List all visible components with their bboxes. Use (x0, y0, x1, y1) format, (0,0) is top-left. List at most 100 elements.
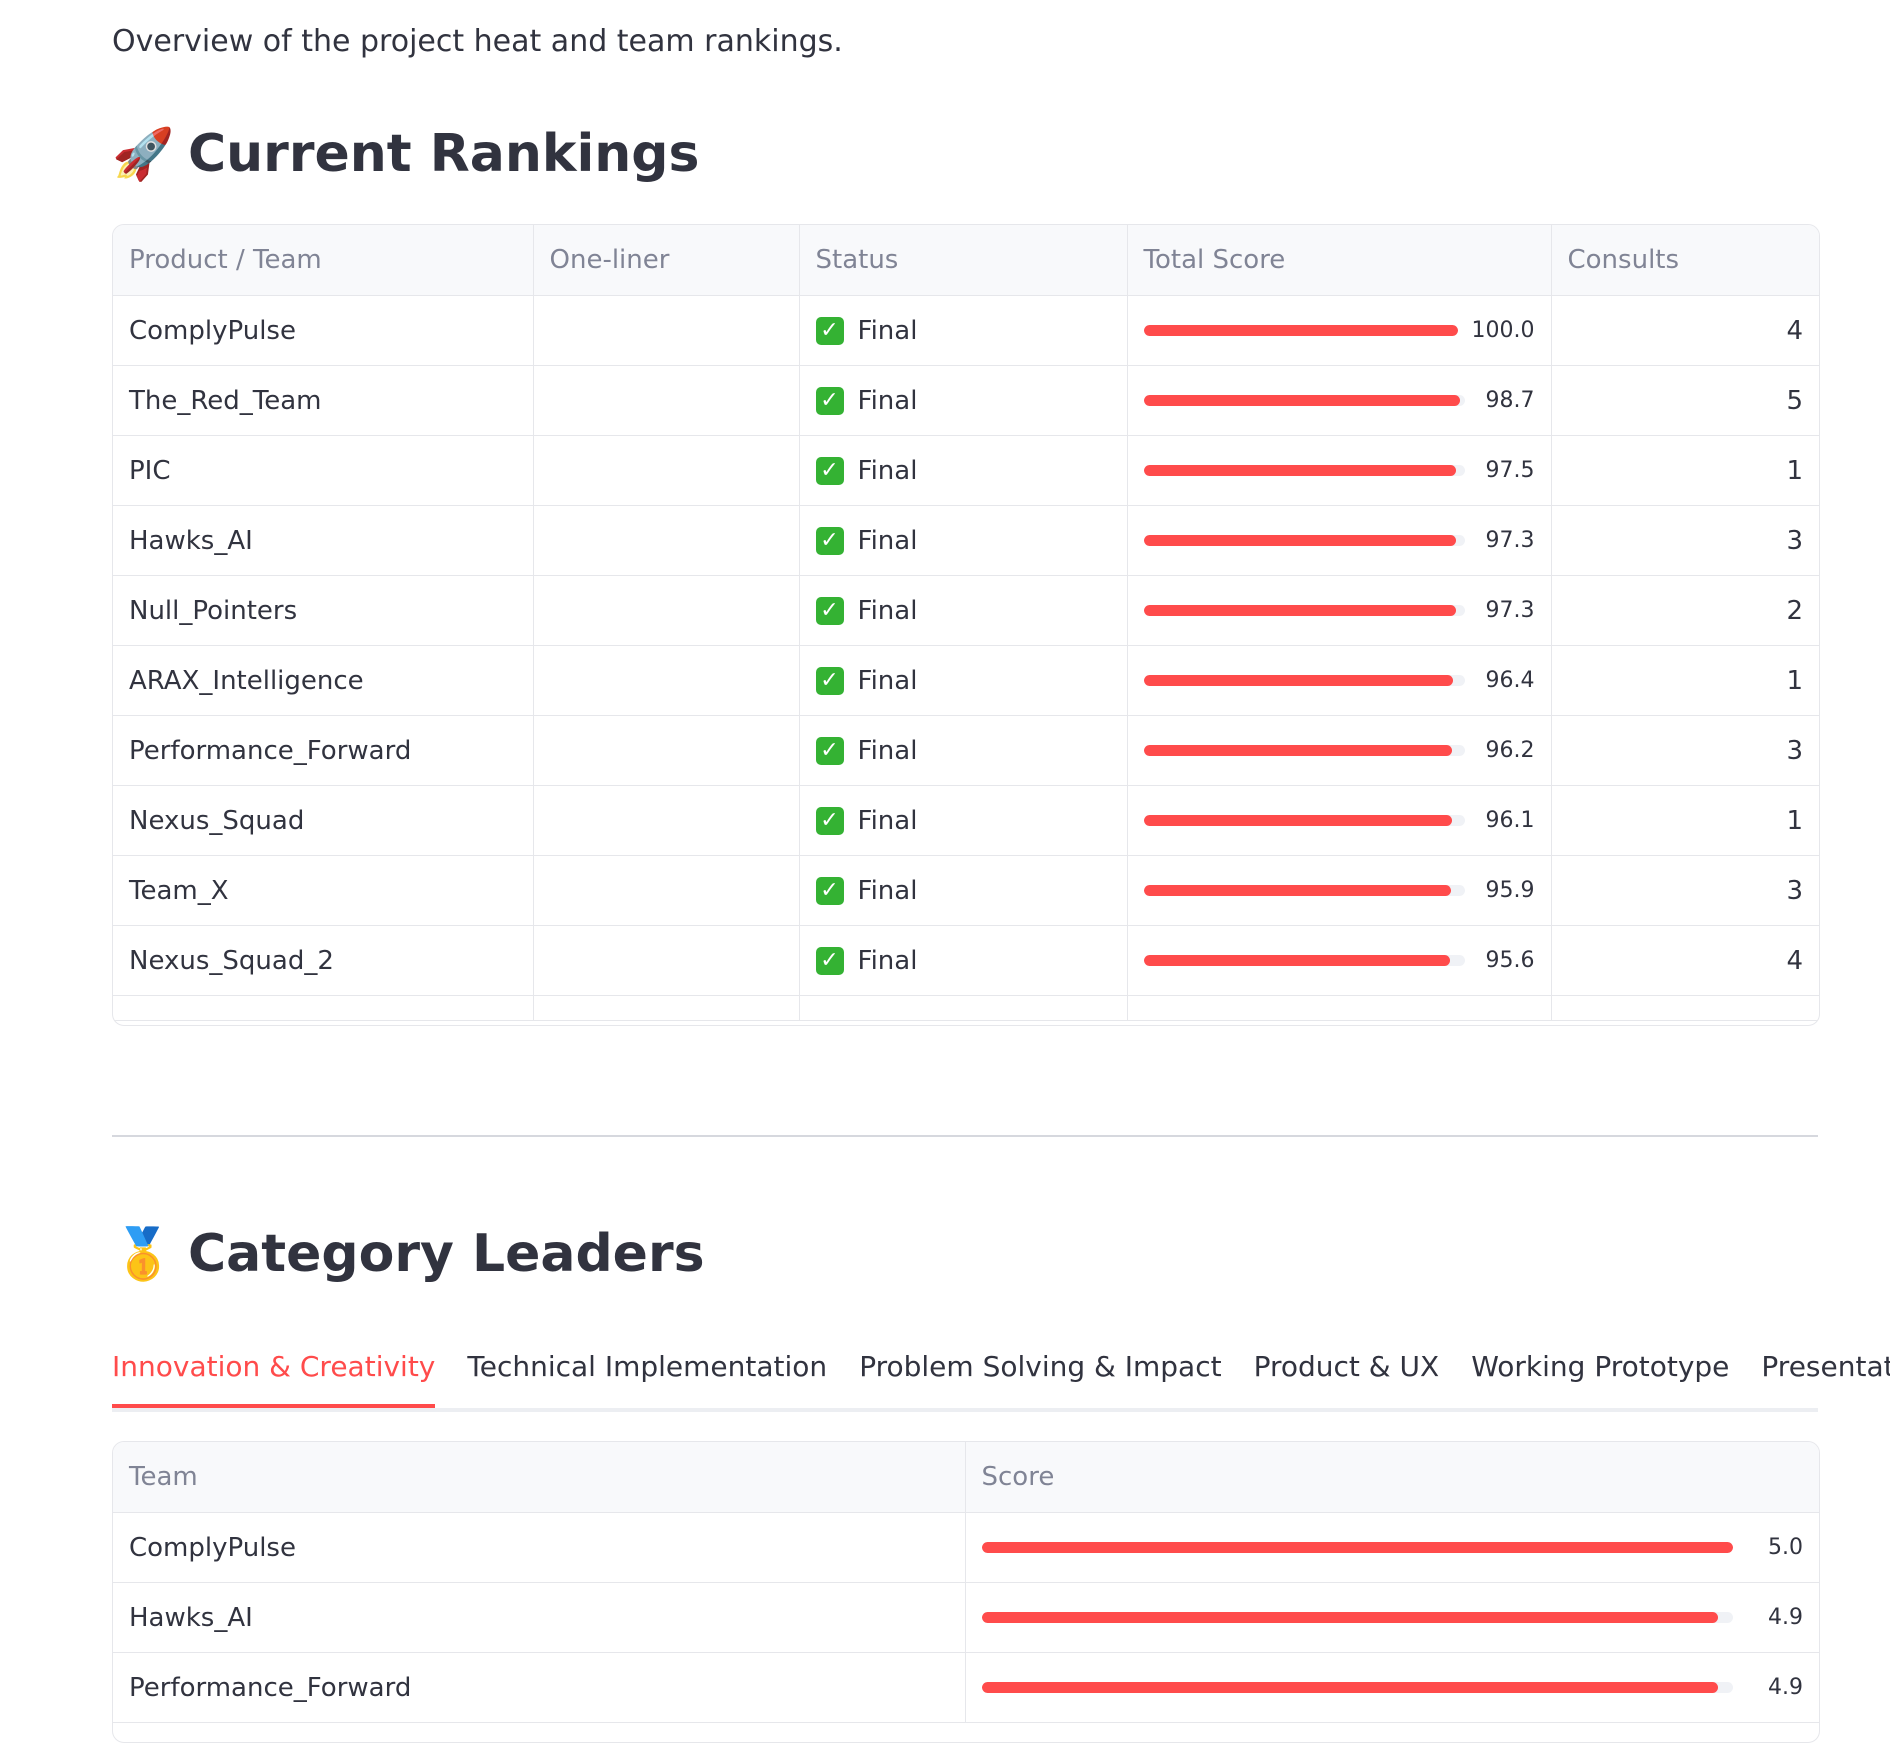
score-value: 100.0 (1471, 318, 1535, 343)
table-row[interactable]: The_Red_Team ✓ Final 98.7 5 (113, 365, 1819, 436)
cell-one-liner (533, 785, 800, 856)
check-icon: ✓ (815, 807, 844, 835)
table-row[interactable]: Null_Pointers ✓ Final 97.3 2 (113, 575, 1819, 646)
cell-one-liner (533, 925, 800, 996)
cell-team: Performance_Forward (113, 1652, 966, 1723)
score-value: 97.5 (1485, 458, 1535, 483)
cell-one-liner (533, 645, 800, 716)
cell-status: ✓ Final (799, 645, 1128, 716)
status-label: Final (857, 385, 918, 416)
column-header-status[interactable]: Status (799, 225, 1128, 296)
score-bar-track (1143, 535, 1465, 546)
category-tabs: Innovation & Creativity Technical Implem… (112, 1338, 1890, 1412)
table-row[interactable]: Nexus_Squad ✓ Final 96.1 1 (113, 785, 1819, 856)
table-row[interactable]: ARAX_Intelligence ✓ Final 96.4 1 (113, 645, 1819, 716)
cell-one-liner (533, 505, 800, 576)
table-row[interactable]: Nexus_Squad_2 ✓ Final 95.6 4 (113, 925, 1819, 996)
cell-total-score: 97.3 (1127, 505, 1552, 576)
cell-score: 4.9 (965, 1652, 1819, 1723)
score-bar: 96.4 (1143, 668, 1535, 693)
column-header-team[interactable]: Team (113, 1442, 966, 1513)
score-bar: 97.3 (1143, 598, 1535, 623)
table-row[interactable]: Performance_Forward 4.9 (113, 1652, 1819, 1723)
cell-consults: 3 (1551, 715, 1819, 786)
cell-total-score: 100.0 (1127, 295, 1552, 366)
table-row[interactable]: PIC ✓ Final 97.5 1 (113, 435, 1819, 506)
cell-team: PIC (113, 435, 534, 506)
status-label: Final (857, 805, 918, 836)
check-icon: ✓ (815, 947, 844, 975)
score-value: 96.1 (1485, 808, 1535, 833)
cell-team: Hawks_AI (113, 505, 534, 576)
cell-total-score: 96.1 (1127, 785, 1552, 856)
cell-team: Nexus_Squad (113, 785, 534, 856)
status-label: Final (857, 735, 918, 766)
score-bar-fill (981, 1612, 1718, 1623)
tab-innovation-creativity[interactable]: Innovation & Creativity (112, 1338, 436, 1408)
status-label: Final (857, 945, 918, 976)
score-bar-fill (1143, 325, 1458, 336)
score-bar: 97.3 (1143, 528, 1535, 553)
score-bar-fill (1143, 465, 1457, 476)
category-heading: 🥇 Category Leaders (112, 1224, 705, 1284)
score-bar: 4.9 (981, 1675, 1803, 1700)
table-row[interactable]: ComplyPulse 5.0 (113, 1512, 1819, 1583)
score-bar: 95.9 (1143, 878, 1535, 903)
score-bar-track (1143, 395, 1465, 406)
category-leaders-table[interactable]: Team Score ComplyPulse 5.0 Hawks_AI 4.9 Perf… (112, 1441, 1820, 1743)
score-value: 4.9 (1768, 1605, 1803, 1630)
cell-team: Hawks_AI (113, 1582, 966, 1653)
score-bar: 4.9 (981, 1605, 1803, 1630)
column-header-one-liner[interactable]: One-liner (533, 225, 800, 296)
table-row[interactable]: Team_X ✓ Final 95.9 3 (113, 855, 1819, 926)
score-bar: 95.6 (1143, 948, 1535, 973)
status-label: Final (857, 665, 918, 696)
table-row[interactable]: Hawks_AI 4.9 (113, 1582, 1819, 1653)
score-value: 98.7 (1485, 388, 1535, 413)
check-icon: ✓ (815, 457, 844, 485)
cell-status: ✓ Final (799, 575, 1128, 646)
check-icon: ✓ (815, 317, 844, 345)
page-intro: Overview of the project heat and team ra… (112, 24, 843, 59)
cell-team: Nexus_Squad_2 (113, 925, 534, 996)
score-bar: 97.5 (1143, 458, 1535, 483)
cell-consults: 3 (1551, 855, 1819, 926)
cell-status: ✓ Final (799, 925, 1128, 996)
tab-problem-solving-impact[interactable]: Problem Solving & Impact (859, 1350, 1222, 1383)
cell-cutoff (799, 995, 1128, 1021)
cell-status: ✓ Final (799, 785, 1128, 856)
tab-technical-implementation[interactable]: Technical Implementation (467, 1350, 828, 1383)
rankings-table[interactable]: Product / Team One-liner Status Total Sc… (112, 224, 1820, 1026)
cell-status: ✓ Final (799, 435, 1128, 506)
score-bar-track (1143, 465, 1465, 476)
rocket-icon: 🚀 (112, 124, 175, 183)
tab-presentation[interactable]: Presentation (1761, 1350, 1890, 1383)
status-label: Final (857, 875, 918, 906)
column-header-score[interactable]: Score (965, 1442, 1819, 1513)
cell-consults: 2 (1551, 575, 1819, 646)
cell-total-score: 97.5 (1127, 435, 1552, 506)
column-header-consults[interactable]: Consults (1551, 225, 1819, 296)
tab-product-ux[interactable]: Product & UX (1253, 1350, 1440, 1383)
column-header-team[interactable]: Product / Team (113, 225, 534, 296)
score-bar-track (981, 1612, 1733, 1623)
cell-total-score: 96.2 (1127, 715, 1552, 786)
check-icon: ✓ (815, 737, 844, 765)
score-bar: 96.1 (1143, 808, 1535, 833)
cell-cutoff (113, 995, 534, 1021)
score-bar: 96.2 (1143, 738, 1535, 763)
column-header-total-score[interactable]: Total Score (1127, 225, 1552, 296)
status-label: Final (857, 525, 918, 556)
score-bar-track (981, 1542, 1733, 1553)
table-row[interactable]: Performance_Forward ✓ Final 96.2 3 (113, 715, 1819, 786)
cell-consults: 1 (1551, 785, 1819, 856)
tab-working-prototype[interactable]: Working Prototype (1471, 1350, 1730, 1383)
score-bar-track (1143, 815, 1465, 826)
rankings-title: Current Rankings (188, 124, 700, 184)
table-row[interactable]: Hawks_AI ✓ Final 97.3 3 (113, 505, 1819, 576)
score-bar-fill (1143, 535, 1456, 546)
cell-one-liner (533, 855, 800, 926)
cell-total-score: 95.6 (1127, 925, 1552, 996)
table-row[interactable]: ComplyPulse ✓ Final 100.0 4 (113, 295, 1819, 366)
score-bar-fill (1143, 885, 1452, 896)
